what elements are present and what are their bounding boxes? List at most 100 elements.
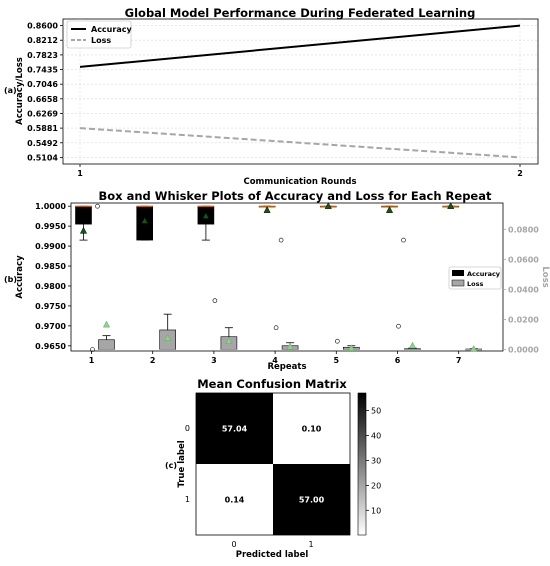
- cell-1-1: [273, 464, 350, 535]
- panel-c-title: Mean Confusion Matrix: [197, 377, 347, 391]
- panel-b-right-axis-label: Loss: [540, 266, 550, 287]
- panel-a-legend: Accuracy Loss: [66, 20, 132, 49]
- x-tick-label: 7: [456, 356, 462, 365]
- panel-c-y-tick-1: 1: [185, 495, 190, 504]
- left-tick-label: 0.9650: [35, 342, 66, 351]
- right-tick-label: 0.0400: [508, 285, 539, 294]
- right-tick-label: 0.0800: [508, 225, 539, 234]
- mean-marker: [347, 344, 355, 351]
- x-tick-label: 5: [334, 356, 340, 365]
- panel-c-heatmap: (c) Mean Confusion Matrix 57.04 0.10 0.14 5…: [165, 377, 381, 560]
- mean-marker: [202, 212, 210, 219]
- panel-a-x-axis-label: Communication Rounds: [243, 177, 356, 187]
- flier-point: [401, 237, 406, 243]
- flier-point: [273, 325, 279, 331]
- x-tick-label: 1: [77, 169, 83, 178]
- legend-loss-swatch: [451, 279, 465, 287]
- cell-value-0-0: 57.04: [222, 425, 248, 434]
- cell-value-1-1: 57.00: [299, 496, 325, 505]
- mean-marker: [79, 226, 88, 234]
- panel-c-x-axis-label: Predicted label: [236, 550, 309, 560]
- y-tick-label: 0.5492: [27, 139, 58, 148]
- mean-marker: [102, 320, 111, 328]
- left-tick-label: 0.9800: [35, 282, 66, 291]
- x-tick-label: 4: [272, 356, 278, 365]
- panel-a-line-chart: (a) Global Model Performance During Fede…: [4, 6, 539, 187]
- box-accuracy-3: [197, 205, 215, 241]
- panel-c-x-tick-1: 1: [308, 540, 313, 549]
- panel-c-colorbar: [357, 392, 367, 536]
- mean-marker: [447, 202, 455, 209]
- y-tick-label: 0.7435: [27, 66, 58, 75]
- x-tick-label: 2: [150, 356, 156, 365]
- panel-a-title: Global Model Performance During Federate…: [125, 6, 476, 20]
- panel-b-boxes: [75, 202, 483, 352]
- box-accuracy-2: [136, 205, 153, 241]
- colorbar-tick-label: 30: [371, 456, 381, 465]
- y-tick-label: 0.8600: [27, 22, 58, 31]
- box-body: [75, 205, 92, 225]
- right-tick-label: 0.0600: [508, 255, 539, 264]
- y-tick-label: 0.8212: [27, 36, 58, 45]
- panel-a-label: (a): [4, 86, 17, 95]
- panel-b-x-axis-label: Repeats: [267, 362, 306, 372]
- legend-accuracy-label: Accuracy: [467, 270, 501, 278]
- mean-marker: [263, 206, 271, 213]
- flier-point: [334, 338, 340, 344]
- box-loss-2: [159, 313, 176, 350]
- legend-loss-label: Loss: [91, 36, 111, 45]
- flier-point: [212, 298, 218, 303]
- mean-marker: [470, 345, 478, 352]
- panel-a-y-axis-label: Accuracy/Loss: [15, 57, 25, 125]
- box-loss-1: [90, 320, 115, 352]
- x-tick-label: 2: [517, 169, 523, 178]
- cell-0-1: [273, 393, 350, 464]
- box-loss-6: [396, 323, 421, 350]
- box-accuracy-6: [381, 205, 406, 243]
- y-tick-label: 0.5881: [27, 124, 58, 133]
- cell-value-1-0: 0.14: [225, 496, 245, 505]
- cell-value-0-1: 0.10: [302, 425, 322, 434]
- x-tick-label: 3: [211, 356, 217, 365]
- colorbar-tick-label: 20: [371, 481, 381, 490]
- panel-c-y-tick-0: 0: [185, 424, 190, 433]
- right-tick-label: 0.0200: [508, 315, 539, 324]
- flier-point: [278, 237, 284, 243]
- box-loss-4: [273, 325, 299, 350]
- panel-c-label: (c): [165, 461, 177, 470]
- left-tick-label: 0.9900: [35, 242, 66, 251]
- legend-accuracy-swatch: [452, 270, 464, 276]
- legend-accuracy-label: Accuracy: [91, 25, 132, 34]
- y-tick-label: 0.6658: [27, 95, 58, 104]
- panel-b-plot-frame: [70, 202, 504, 352]
- box-accuracy-7: [442, 202, 460, 209]
- panel-b-right-ticks: 0.0000 0.0200 0.0400 0.0600 0.0800: [503, 225, 539, 354]
- x-tick-label: 1: [89, 356, 95, 365]
- mean-marker: [324, 202, 332, 209]
- box-loss-3: [212, 298, 238, 350]
- panel-c-colorbar-ticks: 10 20 30 40 50: [366, 407, 381, 515]
- panel-a-plot-frame: [62, 18, 539, 165]
- y-tick-label: 0.5104: [27, 153, 58, 162]
- box-accuracy-1: [75, 203, 100, 241]
- panel-b-x-ticks: 1 2 3 4 5 6 7: [89, 351, 462, 365]
- box-loss-7: [465, 345, 483, 352]
- panel-b-left-axis-label: Accuracy: [15, 255, 25, 299]
- y-tick-label: 0.7823: [27, 51, 58, 60]
- y-tick-label: 0.6269: [27, 109, 58, 118]
- box-body: [98, 339, 115, 350]
- left-tick-label: 0.9700: [35, 322, 66, 331]
- colorbar-tick-label: 10: [371, 506, 381, 515]
- panel-b-title: Box and Whisker Plots of Accuracy and Lo…: [99, 189, 492, 203]
- mean-marker: [408, 341, 417, 349]
- flier-point: [396, 323, 401, 329]
- panel-a-y-ticks: 0.5104 0.5492 0.5881 0.6269 0.6658 0.7046 0.74…: [27, 22, 63, 162]
- right-tick-label: 0.0000: [508, 345, 539, 354]
- panel-a-series: [79, 24, 521, 159]
- cell-0-0: [196, 393, 273, 464]
- x-tick-label: 6: [395, 356, 401, 365]
- mean-marker: [141, 216, 149, 224]
- panel-c-frame: [195, 392, 351, 536]
